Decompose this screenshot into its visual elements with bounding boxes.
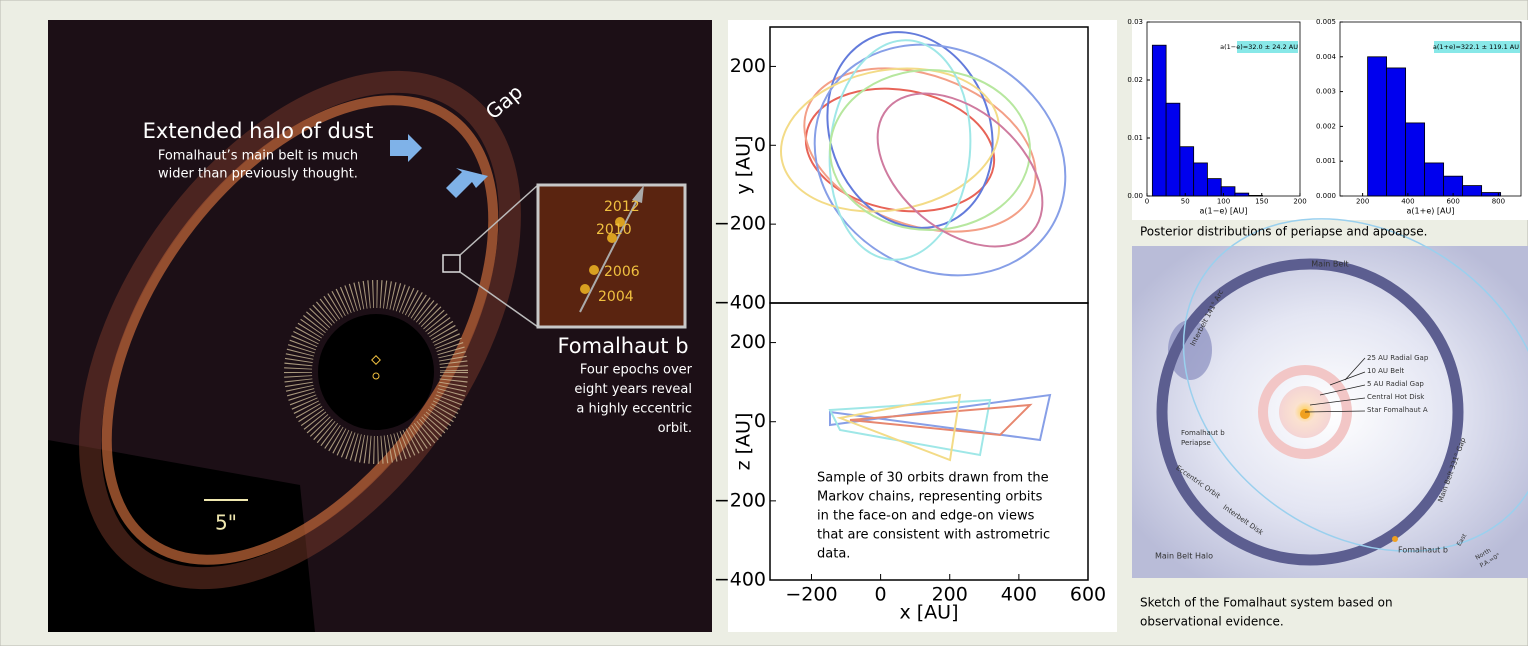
x-tick-label: 200 xyxy=(1356,198,1369,206)
annotation-text: Fomalhaut’s main belt is much xyxy=(158,149,358,164)
axis-title: x [AU] xyxy=(899,602,958,624)
x-tick-label: 150 xyxy=(1255,198,1268,206)
caption: Posterior distributions of periapse and … xyxy=(1140,225,1428,239)
y-tick-label: 0.002 xyxy=(1316,122,1336,130)
y-tick-label: 0 xyxy=(754,410,766,432)
plot-caption: in the face-on and edge-on views xyxy=(817,509,1035,524)
sketch-label: 25 AU Radial Gap xyxy=(1367,354,1429,362)
bar xyxy=(1463,186,1482,196)
annotation: a(1+e)=322.1 ± 119.1 AU xyxy=(1433,43,1519,51)
axis-title: a(1−e) [AU] xyxy=(1200,207,1248,216)
x-tick-label: 0 xyxy=(1145,198,1149,206)
x-tick-label: 600 xyxy=(1446,198,1459,206)
bar xyxy=(1194,163,1208,196)
x-tick-label: 600 xyxy=(1070,584,1106,606)
x-tick-label: 200 xyxy=(1293,198,1306,206)
bar xyxy=(1235,193,1249,196)
y-tick-label: −200 xyxy=(714,213,766,235)
bar xyxy=(1482,193,1501,196)
bar xyxy=(1180,147,1194,196)
sketch-label: Main Belt Halo xyxy=(1155,552,1213,561)
y-tick-label: −400 xyxy=(714,292,766,314)
epoch-label: 2004 xyxy=(598,289,634,305)
bar xyxy=(1425,163,1444,196)
plot-caption: Markov chains, representing orbits xyxy=(817,490,1043,505)
sketch-label: Star Fomalhaut A xyxy=(1367,406,1428,414)
x-tick-label: 100 xyxy=(1217,198,1230,206)
sketch-label: Central Hot Disk xyxy=(1367,393,1425,401)
x-tick-label: 400 xyxy=(1401,198,1414,206)
plot-caption: data. xyxy=(817,547,850,562)
y-tick-label: 0.000 xyxy=(1316,192,1336,200)
x-tick-label: 0 xyxy=(875,584,887,606)
annotation-text: Four epochs over xyxy=(580,363,693,378)
x-tick-label: 800 xyxy=(1492,198,1505,206)
y-tick-label: 0.005 xyxy=(1316,18,1336,26)
sketch-label: 10 AU Belt xyxy=(1367,367,1404,375)
y-tick-label: 0.03 xyxy=(1127,18,1143,26)
annotation-text: wider than previously thought. xyxy=(158,167,358,182)
x-tick-label: −200 xyxy=(785,584,837,606)
y-tick-label: 0.001 xyxy=(1316,157,1336,165)
plot-caption: that are consistent with astrometric xyxy=(817,528,1050,543)
annotation-text: a highly eccentric xyxy=(576,402,692,417)
annotation-title: Extended halo of dust xyxy=(143,119,374,143)
annotation: a(1−e)=32.0 ± 24.2 AU xyxy=(1220,43,1298,51)
y-tick-label: 0.00 xyxy=(1127,192,1143,200)
sketch-label: Fomalhaut b xyxy=(1181,429,1225,437)
axis-title: y [AU] xyxy=(733,135,755,194)
bar xyxy=(1368,57,1387,196)
y-tick-label: 200 xyxy=(730,331,766,353)
sketch-label: Periapse xyxy=(1181,439,1211,447)
x-tick-label: 50 xyxy=(1181,198,1190,206)
bar xyxy=(1166,103,1180,196)
bar xyxy=(1207,179,1221,196)
image-panel xyxy=(4,6,712,646)
y-tick-label: 0.003 xyxy=(1316,88,1336,96)
sketch-label: 5 AU Radial Gap xyxy=(1367,380,1424,388)
annotation-text: eight years reveal xyxy=(574,382,692,397)
bar xyxy=(1387,68,1406,196)
axis-title: z [AU] xyxy=(733,413,755,471)
scale-label: 5" xyxy=(215,511,237,535)
epoch-label: 2006 xyxy=(604,264,640,280)
y-tick-label: 0.01 xyxy=(1127,134,1143,142)
annotation-title: Fomalhaut b xyxy=(557,334,688,358)
bar xyxy=(1152,45,1166,196)
y-tick-label: 0.004 xyxy=(1316,53,1337,61)
sketch-label: Fomalhaut b xyxy=(1398,546,1448,555)
plot-caption: Sample of 30 orbits drawn from the xyxy=(817,471,1049,486)
axis-title: a(1+e) [AU] xyxy=(1407,207,1455,216)
caption: observational evidence. xyxy=(1140,615,1284,629)
page: Extended halo of dust Fomalhaut’s main be… xyxy=(0,0,1528,646)
y-tick-label: −200 xyxy=(714,489,766,511)
y-tick-label: −400 xyxy=(714,569,766,591)
annotation-text: orbit. xyxy=(658,421,692,436)
y-tick-label: 0 xyxy=(754,134,766,156)
y-tick-label: 200 xyxy=(730,55,766,77)
x-tick-label: 400 xyxy=(1001,584,1037,606)
caption: Sketch of the Fomalhaut system based on xyxy=(1140,596,1393,610)
y-tick-label: 0.02 xyxy=(1127,76,1143,84)
sketch-label: Main Belt xyxy=(1311,260,1348,269)
bar xyxy=(1406,123,1425,196)
epoch-label: 2010 xyxy=(596,222,632,238)
epoch-label: 2012 xyxy=(604,199,640,215)
figure: Extended halo of dust Fomalhaut’s main be… xyxy=(0,0,1528,646)
